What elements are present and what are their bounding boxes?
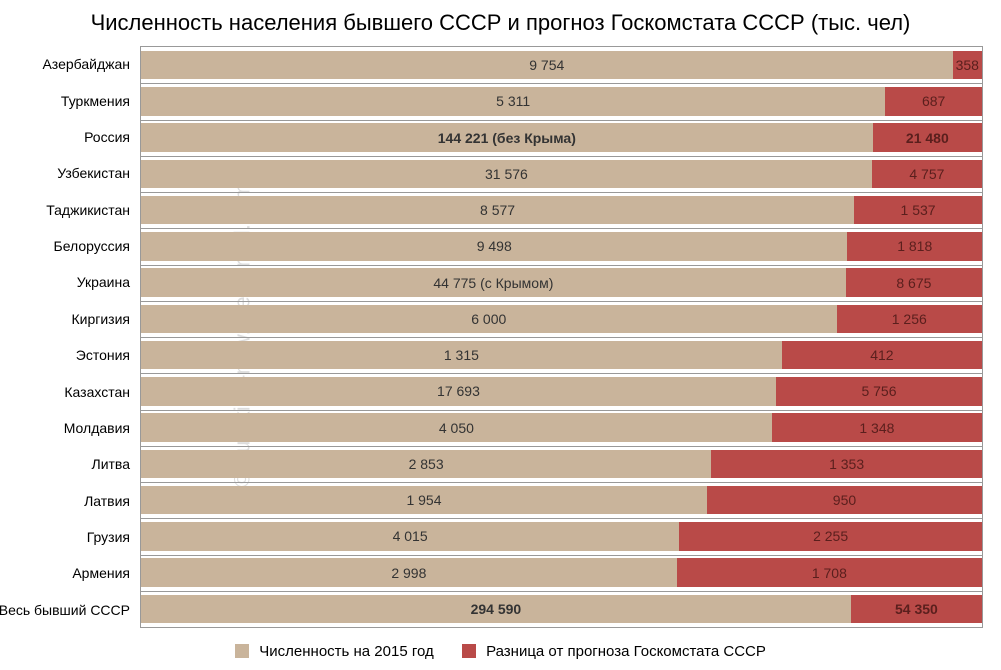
bar-diff <box>837 305 982 333</box>
row-separator <box>141 555 982 556</box>
chart-title: Численность населения бывшего СССР и про… <box>0 0 1001 44</box>
bar-diff <box>847 232 982 260</box>
bar-diff <box>711 450 982 478</box>
bar-diff <box>953 51 982 79</box>
row-separator <box>141 337 982 338</box>
bar-population <box>141 196 854 224</box>
y-label: Узбекистан <box>57 165 130 181</box>
y-label: Армения <box>72 565 130 581</box>
bar-population <box>141 341 782 369</box>
y-label: Молдавия <box>64 420 130 436</box>
row-separator <box>141 265 982 266</box>
row-separator <box>141 446 982 447</box>
row-separator <box>141 482 982 483</box>
y-label: Эстония <box>76 347 130 363</box>
row-separator <box>141 120 982 121</box>
bar-population <box>141 123 873 151</box>
row-separator <box>141 373 982 374</box>
y-axis-labels: Азербайджан Туркмения Россия Узбекистан Тадж… <box>0 46 138 628</box>
plot-area: 9 7543585 311687144 221 (без Крыма)21 48… <box>140 46 983 628</box>
row-separator <box>141 410 982 411</box>
legend-item-population: Численность на 2015 год <box>235 643 434 660</box>
legend-swatch-diff <box>462 644 476 658</box>
bar-population <box>141 305 837 333</box>
bar-population <box>141 486 707 514</box>
y-label: Казахстан <box>64 384 130 400</box>
bar-population <box>141 87 885 115</box>
bar-diff <box>707 486 982 514</box>
legend-label-diff: Разница от прогноза Госкомстата СССР <box>486 643 766 660</box>
y-label: Киргизия <box>71 311 130 327</box>
y-label: Латвия <box>84 493 130 509</box>
row-separator <box>141 301 982 302</box>
bar-population <box>141 413 772 441</box>
y-label: Грузия <box>87 529 130 545</box>
bar-population <box>141 268 846 296</box>
row-separator <box>141 591 982 592</box>
y-label: Весь бывший СССР <box>0 602 130 618</box>
bar-diff <box>772 413 982 441</box>
bar-population <box>141 558 677 586</box>
legend-item-diff: Разница от прогноза Госкомстата СССР <box>462 643 766 660</box>
bar-diff <box>851 595 982 623</box>
bar-diff <box>782 341 982 369</box>
row-separator <box>141 83 982 84</box>
legend: Численность на 2015 год Разница от прогн… <box>0 643 1001 660</box>
legend-label-population: Численность на 2015 год <box>259 643 433 660</box>
bar-diff <box>846 268 982 296</box>
bar-diff <box>872 160 982 188</box>
row-separator <box>141 627 982 628</box>
row-separator <box>141 518 982 519</box>
y-label: Россия <box>84 129 130 145</box>
y-label: Туркмения <box>61 93 130 109</box>
bar-diff <box>679 522 982 550</box>
bar-diff <box>776 377 982 405</box>
chart-container: Численность населения бывшего СССР и про… <box>0 0 1001 670</box>
bar-population <box>141 450 711 478</box>
row-separator <box>141 192 982 193</box>
y-label: Белоруссия <box>54 238 131 254</box>
row-separator <box>141 228 982 229</box>
y-label: Украина <box>77 274 130 290</box>
bar-population <box>141 51 953 79</box>
bar-population <box>141 522 679 550</box>
y-label: Таджикистан <box>46 202 130 218</box>
bar-population <box>141 377 776 405</box>
bar-diff <box>677 558 982 586</box>
legend-swatch-population <box>235 644 249 658</box>
bar-population <box>141 595 851 623</box>
bar-diff <box>873 123 982 151</box>
bar-population <box>141 160 872 188</box>
y-label: Азербайджан <box>42 56 130 72</box>
y-label: Литва <box>92 456 131 472</box>
bar-diff <box>885 87 982 115</box>
row-separator <box>141 156 982 157</box>
bar-population <box>141 232 847 260</box>
bar-diff <box>854 196 982 224</box>
